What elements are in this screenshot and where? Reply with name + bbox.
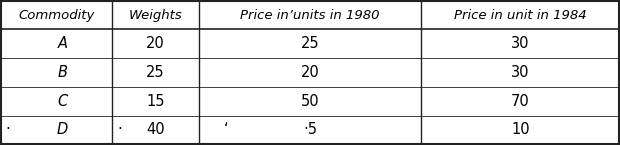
Text: Commodity: Commodity [18,9,95,22]
Text: C: C [58,94,68,109]
Text: D: D [57,122,68,137]
Text: 15: 15 [146,94,164,109]
Text: ·: · [6,122,11,137]
Text: ·5: ·5 [303,122,317,137]
Text: Price in’units in 1980: Price in’units in 1980 [241,9,379,22]
Text: ‘: ‘ [223,122,228,137]
Text: 20: 20 [301,65,319,80]
Text: 10: 10 [511,122,529,137]
Text: 25: 25 [301,36,319,51]
Text: 30: 30 [511,36,529,51]
Text: Weights: Weights [128,9,182,22]
Text: B: B [58,65,68,80]
Text: ·: · [117,122,122,137]
Text: 20: 20 [146,36,165,51]
Text: 25: 25 [146,65,165,80]
Text: Price in unit in 1984: Price in unit in 1984 [454,9,587,22]
Text: 40: 40 [146,122,165,137]
Text: A: A [58,36,68,51]
Text: 50: 50 [301,94,319,109]
Text: 70: 70 [511,94,529,109]
Text: 30: 30 [511,65,529,80]
